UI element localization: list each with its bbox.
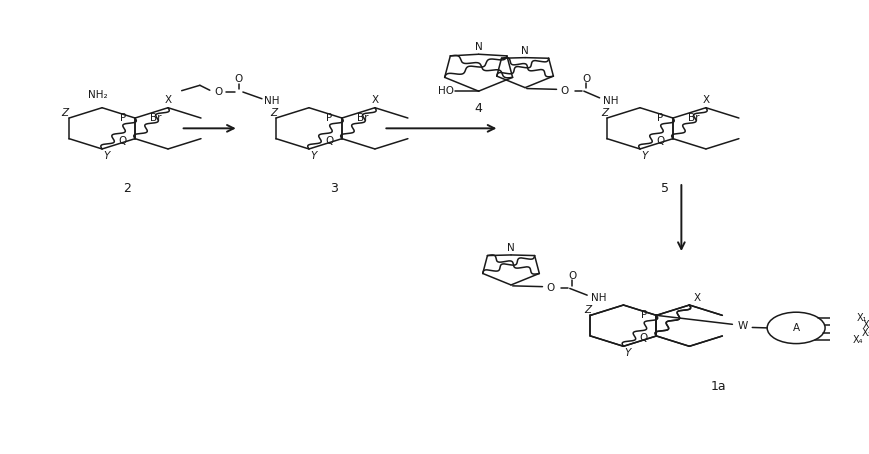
Text: P: P (657, 113, 663, 123)
Text: 4: 4 (474, 102, 482, 115)
Text: X: X (693, 293, 700, 303)
Text: O: O (214, 87, 222, 97)
Text: X₃: X₃ (860, 328, 869, 338)
Text: Z: Z (269, 108, 276, 118)
Text: NH: NH (264, 96, 279, 106)
Text: O: O (560, 86, 568, 96)
Text: 5: 5 (660, 183, 668, 195)
Text: Br: Br (687, 113, 699, 123)
Text: X₁: X₁ (855, 313, 866, 323)
Text: NH: NH (590, 293, 606, 303)
Text: N: N (521, 45, 528, 55)
Text: 1a: 1a (710, 380, 726, 393)
Text: W: W (736, 321, 746, 331)
Text: Y: Y (309, 151, 316, 161)
Text: P: P (326, 113, 332, 123)
Text: Z: Z (600, 108, 607, 118)
Text: X: X (701, 94, 709, 104)
Text: Z: Z (584, 305, 591, 315)
Text: X: X (164, 94, 171, 104)
Text: Q: Q (325, 136, 334, 146)
Text: N: N (507, 243, 514, 253)
Text: A: A (792, 323, 799, 333)
Text: P: P (119, 113, 126, 123)
Text: O: O (235, 74, 242, 84)
Text: Br: Br (356, 113, 368, 123)
Text: Y: Y (624, 348, 630, 358)
Text: X: X (371, 94, 378, 104)
Text: X₂: X₂ (862, 320, 869, 330)
Text: N: N (474, 42, 482, 52)
Text: Q: Q (656, 136, 664, 146)
Text: HO: HO (437, 86, 454, 96)
Text: NH₂: NH₂ (88, 90, 108, 100)
Text: NH: NH (603, 96, 618, 106)
Text: O: O (581, 74, 590, 84)
Text: 2: 2 (123, 183, 130, 195)
Text: Z: Z (62, 108, 69, 118)
Text: Q: Q (118, 136, 127, 146)
Text: Br: Br (149, 113, 162, 123)
Text: 3: 3 (329, 183, 337, 195)
Text: Y: Y (103, 151, 109, 161)
Text: X₄: X₄ (852, 335, 862, 345)
Text: Q: Q (639, 333, 647, 343)
Text: O: O (567, 271, 576, 281)
Text: P: P (640, 311, 647, 321)
Text: Y: Y (640, 151, 647, 161)
Text: O: O (546, 283, 554, 293)
